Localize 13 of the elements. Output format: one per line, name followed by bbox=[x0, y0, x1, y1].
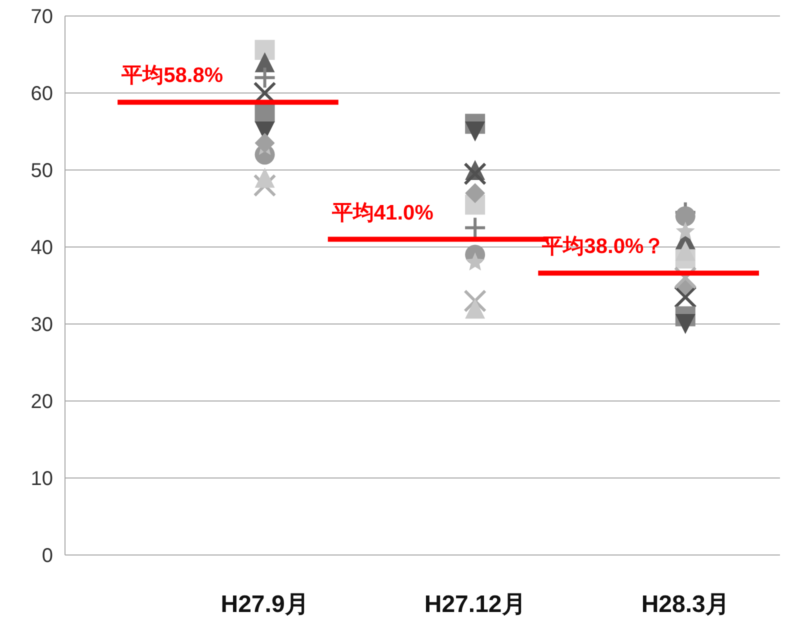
annotation: 平均41.0% bbox=[330, 201, 434, 224]
y-tick-label: 70 bbox=[30, 6, 53, 28]
y-tick-label: 50 bbox=[30, 160, 53, 182]
x-tick-label: H28.3月 bbox=[641, 591, 730, 618]
y-tick-label: 20 bbox=[30, 391, 53, 413]
y-tick-label: 60 bbox=[30, 83, 53, 105]
y-tick-label: 10 bbox=[30, 468, 53, 490]
annotation: 平均58.8% bbox=[120, 64, 224, 88]
x-tick-label: H27.12月 bbox=[424, 591, 526, 618]
x-tick-label: H27.9月 bbox=[220, 591, 309, 618]
y-tick-label: 0 bbox=[42, 545, 53, 567]
y-tick-label: 40 bbox=[30, 237, 53, 259]
y-tick-label: 30 bbox=[30, 314, 53, 336]
